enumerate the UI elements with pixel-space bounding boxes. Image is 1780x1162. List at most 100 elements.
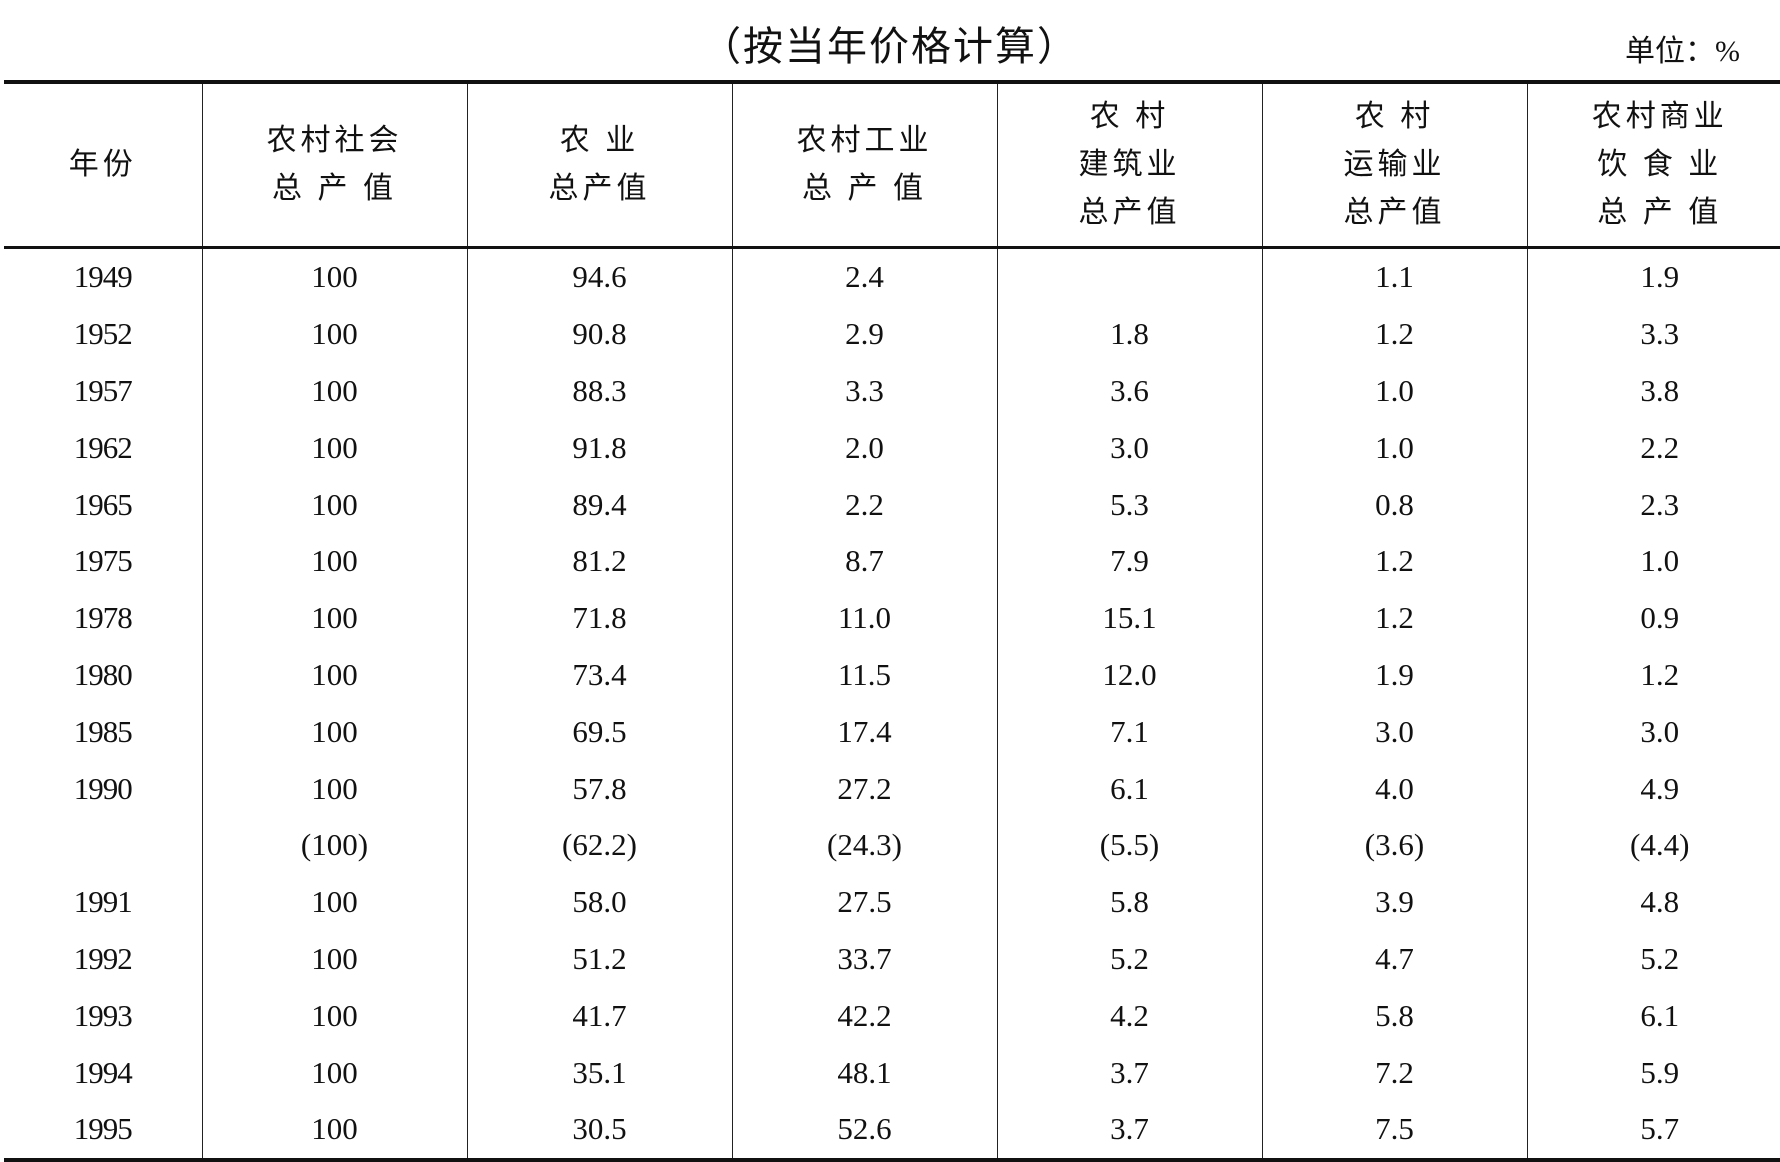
value-cell: 5.2 — [1527, 931, 1780, 988]
value-cell: 69.5 — [467, 703, 732, 760]
value-cell: 5.2 — [997, 931, 1262, 988]
value-cell: 94.6 — [467, 248, 732, 306]
table-row: (100)(62.2)(24.3)(5.5)(3.6)(4.4) — [4, 817, 1780, 874]
column-header-line: 年份 — [5, 141, 201, 189]
column-header-line: 农村商业 — [1529, 93, 1780, 141]
value-cell: 33.7 — [732, 931, 997, 988]
value-cell: (62.2) — [467, 817, 732, 874]
value-cell: 5.7 — [1527, 1101, 1780, 1160]
column-header-line: 总 产 值 — [734, 165, 996, 213]
value-cell: 7.1 — [997, 703, 1262, 760]
year-cell: 1952 — [4, 306, 202, 363]
value-cell: (100) — [202, 817, 467, 874]
value-cell: 3.3 — [1527, 306, 1780, 363]
year-cell: 1990 — [4, 760, 202, 817]
column-header-line: 总产值 — [999, 189, 1261, 237]
value-cell: 35.1 — [467, 1044, 732, 1101]
table-caption: （按当年价格计算） — [0, 14, 1780, 72]
value-cell: 100 — [202, 306, 467, 363]
value-cell: 3.7 — [997, 1044, 1262, 1101]
year-cell: 1994 — [4, 1044, 202, 1101]
year-cell: 1993 — [4, 987, 202, 1044]
value-cell: 0.9 — [1527, 590, 1780, 647]
value-cell: (3.6) — [1262, 817, 1527, 874]
value-cell: 5.9 — [1527, 1044, 1780, 1101]
value-cell: 71.8 — [467, 590, 732, 647]
value-cell: 1.0 — [1262, 419, 1527, 476]
value-cell: 3.6 — [997, 363, 1262, 420]
year-cell: 1985 — [4, 703, 202, 760]
value-cell: 3.8 — [1527, 363, 1780, 420]
value-cell: 6.1 — [1527, 987, 1780, 1044]
value-cell: 1.1 — [1262, 248, 1527, 306]
value-cell: 4.8 — [1527, 874, 1780, 931]
value-cell: 100 — [202, 931, 467, 988]
value-cell: 100 — [202, 874, 467, 931]
value-cell: 100 — [202, 419, 467, 476]
column-header-line: 农村社会 — [204, 117, 466, 165]
value-cell: 100 — [202, 703, 467, 760]
value-cell: 100 — [202, 647, 467, 704]
value-cell: 4.9 — [1527, 760, 1780, 817]
value-cell: 90.8 — [467, 306, 732, 363]
value-cell: 7.5 — [1262, 1101, 1527, 1160]
value-cell: 88.3 — [467, 363, 732, 420]
value-cell: 30.5 — [467, 1101, 732, 1160]
header-row: 年份农村社会总 产 值农 业总产值农村工业总 产 值农 村建筑业总产值农 村运输… — [4, 82, 1780, 248]
column-header-line: 总 产 值 — [1529, 189, 1780, 237]
year-cell — [4, 817, 202, 874]
column-header: 农村工业总 产 值 — [732, 82, 997, 248]
column-header-line: 农村工业 — [734, 117, 996, 165]
value-cell: 41.7 — [467, 987, 732, 1044]
value-cell: 89.4 — [467, 476, 732, 533]
value-cell: 1.9 — [1262, 647, 1527, 704]
value-cell: (24.3) — [732, 817, 997, 874]
value-cell: 4.0 — [1262, 760, 1527, 817]
value-cell: 0.8 — [1262, 476, 1527, 533]
value-cell: 17.4 — [732, 703, 997, 760]
value-cell: 2.0 — [732, 419, 997, 476]
value-cell: 2.2 — [732, 476, 997, 533]
data-table: 年份农村社会总 产 值农 业总产值农村工业总 产 值农 村建筑业总产值农 村运输… — [4, 80, 1780, 1162]
value-cell: 81.2 — [467, 533, 732, 590]
value-cell: 51.2 — [467, 931, 732, 988]
value-cell: 73.4 — [467, 647, 732, 704]
value-cell: 15.1 — [997, 590, 1262, 647]
value-cell: 52.6 — [732, 1101, 997, 1160]
value-cell: 11.5 — [732, 647, 997, 704]
value-cell: 58.0 — [467, 874, 732, 931]
value-cell: 42.2 — [732, 987, 997, 1044]
value-cell: (5.5) — [997, 817, 1262, 874]
value-cell: 6.1 — [997, 760, 1262, 817]
year-cell: 1980 — [4, 647, 202, 704]
value-cell: 5.8 — [997, 874, 1262, 931]
column-header-line: 农 业 — [469, 117, 731, 165]
value-cell: 1.2 — [1262, 590, 1527, 647]
value-cell: 4.7 — [1262, 931, 1527, 988]
year-cell: 1992 — [4, 931, 202, 988]
year-cell: 1995 — [4, 1101, 202, 1160]
column-header-line: 农 村 — [999, 93, 1261, 141]
value-cell: 4.2 — [997, 987, 1262, 1044]
value-cell: 1.0 — [1527, 533, 1780, 590]
value-cell: 27.5 — [732, 874, 997, 931]
value-cell: 8.7 — [732, 533, 997, 590]
value-cell: 11.0 — [732, 590, 997, 647]
year-cell: 1965 — [4, 476, 202, 533]
column-header-line: 总 产 值 — [204, 165, 466, 213]
value-cell: 57.8 — [467, 760, 732, 817]
value-cell: 7.9 — [997, 533, 1262, 590]
column-header: 农村商业饮 食 业总 产 值 — [1527, 82, 1780, 248]
column-header-line: 饮 食 业 — [1529, 141, 1780, 189]
column-header: 农 村运输业总产值 — [1262, 82, 1527, 248]
